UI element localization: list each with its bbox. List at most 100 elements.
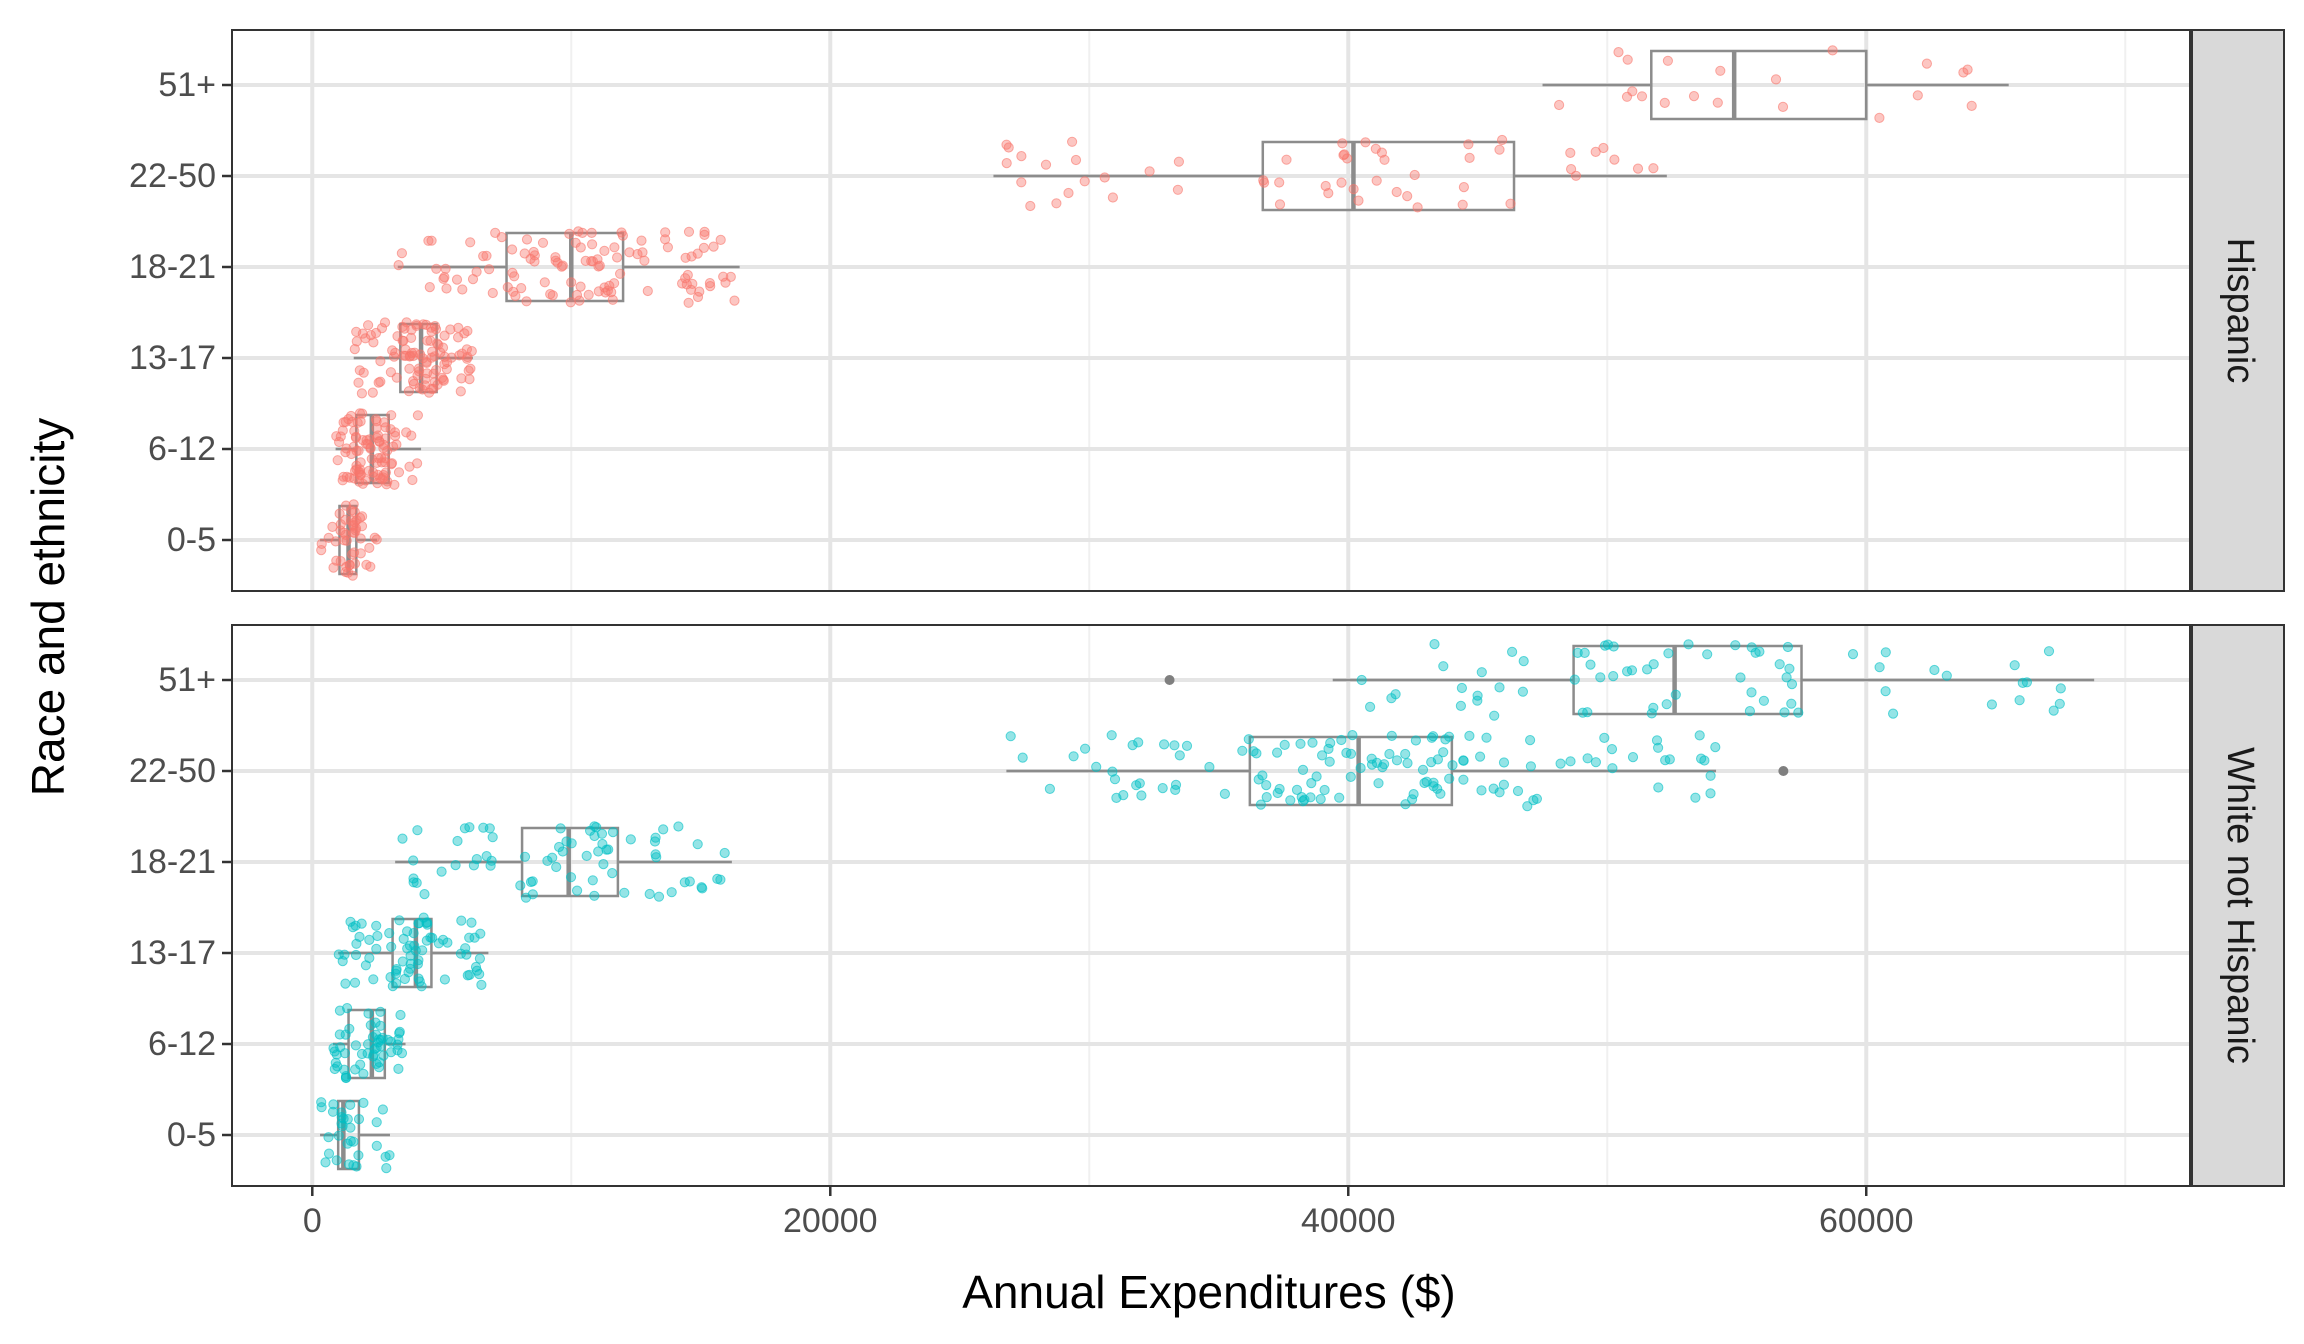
data-point xyxy=(1507,646,1518,658)
box-0-5 xyxy=(316,499,382,581)
box-0-5 xyxy=(316,1097,395,1174)
data-point xyxy=(339,1064,350,1075)
data-point xyxy=(1127,740,1138,751)
data-point xyxy=(334,508,345,519)
data-point xyxy=(1428,731,1439,742)
data-point xyxy=(1299,794,1310,805)
data-point xyxy=(387,345,398,356)
data-point xyxy=(1272,747,1283,758)
data-point xyxy=(1025,200,1036,212)
data-point xyxy=(1317,750,1328,761)
data-point xyxy=(414,976,425,987)
data-point xyxy=(575,281,586,292)
data-point xyxy=(1274,199,1286,210)
data-point xyxy=(350,432,361,443)
data-point xyxy=(1311,771,1322,782)
data-point xyxy=(371,534,382,545)
data-point xyxy=(450,860,461,871)
data-point xyxy=(421,357,432,368)
data-point xyxy=(1391,755,1403,766)
data-point xyxy=(1400,748,1411,760)
data-point xyxy=(422,335,433,346)
data-point xyxy=(375,473,386,484)
data-point xyxy=(424,282,435,293)
data-point xyxy=(2017,677,2028,689)
data-point xyxy=(1412,202,1423,213)
y-tick-label: 13-17 xyxy=(129,339,216,377)
data-point xyxy=(333,1130,344,1141)
data-point xyxy=(421,319,432,330)
data-point xyxy=(391,372,402,383)
data-point xyxy=(625,834,636,845)
data-point xyxy=(1438,747,1449,758)
data-point xyxy=(415,349,426,360)
data-point xyxy=(461,353,473,364)
data-point xyxy=(1847,649,1859,660)
data-point xyxy=(506,244,518,255)
data-point xyxy=(719,847,730,859)
data-point xyxy=(351,1161,362,1172)
data-point xyxy=(705,281,716,292)
data-point xyxy=(455,386,466,397)
data-point xyxy=(521,296,532,307)
data-point xyxy=(1044,783,1056,795)
data-point xyxy=(427,932,438,944)
data-point xyxy=(320,1157,331,1168)
data-point xyxy=(1570,170,1582,181)
data-point xyxy=(404,461,415,472)
data-point xyxy=(1016,177,1027,188)
data-point xyxy=(329,1063,340,1075)
jitter-points xyxy=(1356,639,2066,721)
jitter-points xyxy=(333,912,487,992)
data-point xyxy=(341,535,352,546)
data-point xyxy=(397,833,408,844)
data-point xyxy=(471,854,482,865)
data-point xyxy=(1498,779,1510,790)
data-point xyxy=(1356,674,1367,686)
data-point xyxy=(596,828,608,839)
data-point xyxy=(382,1034,393,1045)
data-point xyxy=(1458,774,1469,785)
data-point xyxy=(547,290,558,301)
data-point xyxy=(371,1117,382,1128)
data-point xyxy=(1258,175,1269,186)
data-point xyxy=(715,234,726,245)
data-point xyxy=(407,474,418,486)
data-point xyxy=(1106,730,1117,741)
data-point xyxy=(1566,164,1577,175)
data-point xyxy=(358,1097,369,1109)
jitter-points xyxy=(1554,45,1977,124)
data-point xyxy=(1001,139,1012,150)
data-point xyxy=(1373,778,1384,789)
data-point xyxy=(1336,734,1347,746)
data-point xyxy=(619,887,630,898)
y-tick-label: 0-5 xyxy=(167,1116,216,1154)
data-point xyxy=(420,373,431,384)
data-point xyxy=(412,410,423,421)
x-tick-label: 60000 xyxy=(1819,1202,1914,1240)
data-point xyxy=(1554,99,1565,111)
data-point xyxy=(1608,671,1619,682)
data-point xyxy=(1464,152,1475,163)
data-point xyxy=(601,844,612,855)
data-point xyxy=(366,453,377,464)
data-point xyxy=(406,430,417,441)
data-point xyxy=(1111,792,1122,804)
box-22-50 xyxy=(993,134,1667,213)
data-point xyxy=(658,824,669,835)
data-point xyxy=(347,549,358,560)
data-point xyxy=(344,1023,355,1034)
data-point xyxy=(1407,794,1418,805)
data-point xyxy=(609,278,620,289)
data-point xyxy=(677,278,688,289)
data-point xyxy=(1590,757,1602,768)
data-point xyxy=(1774,659,1785,670)
box-13-17 xyxy=(349,317,477,399)
box-iqr xyxy=(1248,735,1454,807)
data-point xyxy=(371,943,382,955)
data-point xyxy=(1068,751,1079,762)
data-point xyxy=(341,443,352,454)
data-point xyxy=(431,364,442,376)
data-point xyxy=(340,978,351,989)
